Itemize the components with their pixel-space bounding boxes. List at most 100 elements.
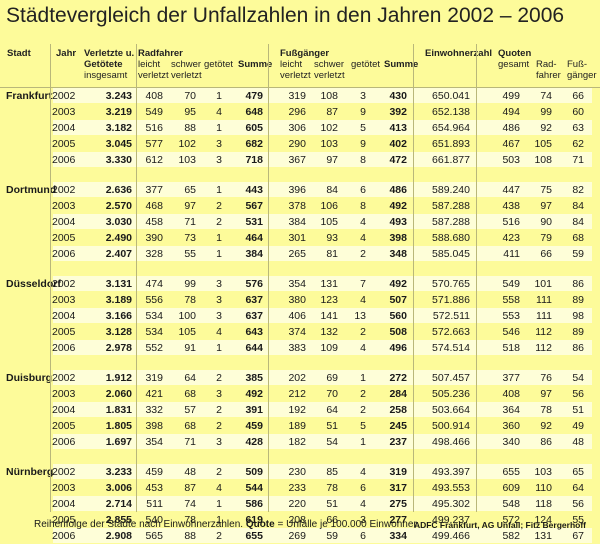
cell-rad-getoetet: 3 bbox=[216, 154, 222, 166]
cell-rad-summe: 391 bbox=[245, 404, 263, 416]
cell-fuss-summe: 492 bbox=[389, 200, 407, 212]
cell-rad-getoetet: 2 bbox=[216, 372, 222, 384]
table-header: Stadt Jahr Verletzte u. Getötete insgesa… bbox=[0, 44, 600, 88]
cell-jahr: 2004 bbox=[52, 122, 76, 134]
cell-quote-rad: 75 bbox=[540, 184, 552, 196]
cell-fuss-leicht: 383 bbox=[288, 342, 306, 354]
cell-fuss-getoetet: 9 bbox=[360, 138, 366, 150]
cell-rad-schwer: 99 bbox=[184, 278, 196, 290]
cell-einwohner: 652.138 bbox=[432, 106, 470, 118]
header-fuss-schwer-1: schwer bbox=[314, 59, 345, 70]
cell-fuss-summe: 334 bbox=[389, 530, 407, 542]
cell-fuss-schwer: 102 bbox=[320, 122, 338, 134]
cell-quote-gesamt: 447 bbox=[502, 184, 520, 196]
cell-fuss-getoetet: 4 bbox=[360, 232, 366, 244]
group-spacer bbox=[0, 356, 600, 370]
column-divider bbox=[50, 44, 51, 512]
cell-quote-gesamt: 411 bbox=[503, 248, 520, 260]
cell-rad-leicht: 332 bbox=[145, 404, 163, 416]
column-divider bbox=[476, 44, 477, 512]
cell-jahr: 2004 bbox=[52, 498, 76, 510]
cell-einwohner: 505.236 bbox=[432, 388, 470, 400]
cell-rad-leicht: 516 bbox=[145, 122, 163, 134]
cell-quote-gesamt: 655 bbox=[502, 466, 520, 478]
cell-rad-leicht: 549 bbox=[145, 106, 163, 118]
cell-fuss-leicht: 374 bbox=[288, 326, 306, 338]
cell-einwohner: 589.240 bbox=[432, 184, 470, 196]
cell-jahr: 2004 bbox=[52, 310, 76, 322]
cell-fuss-getoetet: 4 bbox=[360, 498, 366, 510]
cell-rad-leicht: 354 bbox=[145, 436, 163, 448]
group-spacer bbox=[0, 450, 600, 464]
cell-fuss-leicht: 192 bbox=[288, 404, 306, 416]
cell-fuss-schwer: 78 bbox=[326, 482, 338, 494]
cell-rad-getoetet: 3 bbox=[216, 294, 222, 306]
group-spacer bbox=[0, 262, 600, 276]
cell-rad-schwer: 57 bbox=[184, 404, 196, 416]
cell-rad-summe: 637 bbox=[245, 310, 263, 322]
cell-quote-rad: 74 bbox=[540, 90, 552, 102]
cell-fuss-schwer: 70 bbox=[326, 388, 338, 400]
cell-verletzte-gesamt: 2.636 bbox=[105, 184, 132, 196]
cell-quote-fuss: 62 bbox=[572, 138, 584, 150]
cell-jahr: 2003 bbox=[52, 388, 76, 400]
cell-rad-leicht: 474 bbox=[145, 278, 163, 290]
cell-einwohner: 587.288 bbox=[432, 216, 470, 228]
cell-fuss-getoetet: 4 bbox=[360, 294, 366, 306]
cell-fuss-schwer: 109 bbox=[320, 342, 338, 354]
cell-fuss-schwer: 81 bbox=[326, 248, 338, 260]
cell-fuss-schwer: 141 bbox=[320, 310, 338, 322]
cell-fuss-leicht: 306 bbox=[288, 122, 306, 134]
cell-jahr: 2003 bbox=[52, 106, 76, 118]
table-row: 2006 2.978 552 91 1 644 383 109 4 496 574.514 518 11… bbox=[0, 340, 600, 356]
cell-einwohner: 572.511 bbox=[432, 310, 470, 322]
cell-quote-fuss: 65 bbox=[572, 466, 584, 478]
cell-rad-summe: 682 bbox=[245, 138, 263, 150]
cell-fuss-getoetet: 5 bbox=[360, 122, 366, 134]
header-stadt: Stadt bbox=[7, 48, 31, 59]
footer-note-bold: Quote bbox=[245, 519, 275, 530]
cell-rad-getoetet: 2 bbox=[216, 466, 222, 478]
cell-rad-schwer: 55 bbox=[184, 248, 196, 260]
cell-rad-summe: 567 bbox=[245, 200, 263, 212]
cell-fuss-leicht: 384 bbox=[288, 216, 306, 228]
cell-fuss-leicht: 378 bbox=[288, 200, 306, 212]
cell-fuss-getoetet: 8 bbox=[360, 154, 366, 166]
cell-rad-schwer: 71 bbox=[184, 216, 196, 228]
table-row: 2006 2.908 565 88 2 655 269 59 6 334 499.466 582 131… bbox=[0, 528, 600, 544]
cell-quote-gesamt: 467 bbox=[502, 138, 520, 150]
cell-fuss-summe: 319 bbox=[389, 466, 407, 478]
table-row: 2005 3.045 577 102 3 682 290 103 9 402 651.893 467 1… bbox=[0, 136, 600, 152]
cell-jahr: 2006 bbox=[52, 342, 76, 354]
cell-fuss-leicht: 220 bbox=[288, 498, 306, 510]
cell-rad-summe: 443 bbox=[245, 184, 263, 196]
cell-quote-fuss: 63 bbox=[572, 122, 584, 134]
cell-einwohner: 499.466 bbox=[432, 530, 470, 542]
page-title: Städtevergleich der Unfallzahlen in den … bbox=[6, 4, 565, 27]
cell-rad-summe: 619 bbox=[245, 514, 263, 526]
cell-verletzte-gesamt: 3.219 bbox=[105, 106, 132, 118]
cell-quote-gesamt: 340 bbox=[502, 436, 520, 448]
cell-jahr: 2003 bbox=[52, 482, 76, 494]
cell-jahr: 2006 bbox=[52, 530, 76, 542]
cell-rad-schwer: 68 bbox=[184, 420, 196, 432]
cell-fuss-getoetet: 7 bbox=[360, 278, 366, 290]
cell-rad-getoetet: 1 bbox=[216, 122, 222, 134]
header-q-rad-1: Rad- bbox=[536, 59, 557, 70]
cell-fuss-schwer: 84 bbox=[326, 184, 338, 196]
cell-fuss-leicht: 301 bbox=[288, 232, 306, 244]
cell-fuss-getoetet: 8 bbox=[360, 200, 366, 212]
cell-quote-fuss: 66 bbox=[572, 90, 584, 102]
cell-quote-fuss: 86 bbox=[572, 342, 584, 354]
cell-rad-getoetet: 3 bbox=[216, 138, 222, 150]
cell-fuss-summe: 275 bbox=[389, 498, 407, 510]
cell-jahr: 2006 bbox=[52, 154, 76, 166]
cell-verletzte-gesamt: 1.805 bbox=[105, 420, 132, 432]
cell-rad-schwer: 70 bbox=[184, 90, 196, 102]
header-radfahrer: Radfahrer bbox=[138, 48, 183, 59]
cell-jahr: 2006 bbox=[52, 248, 76, 260]
cell-einwohner: 500.914 bbox=[432, 420, 470, 432]
cell-fuss-summe: 284 bbox=[389, 388, 407, 400]
header-q-fuss-1: Fuß- bbox=[567, 59, 588, 70]
cell-rad-leicht: 612 bbox=[145, 154, 163, 166]
